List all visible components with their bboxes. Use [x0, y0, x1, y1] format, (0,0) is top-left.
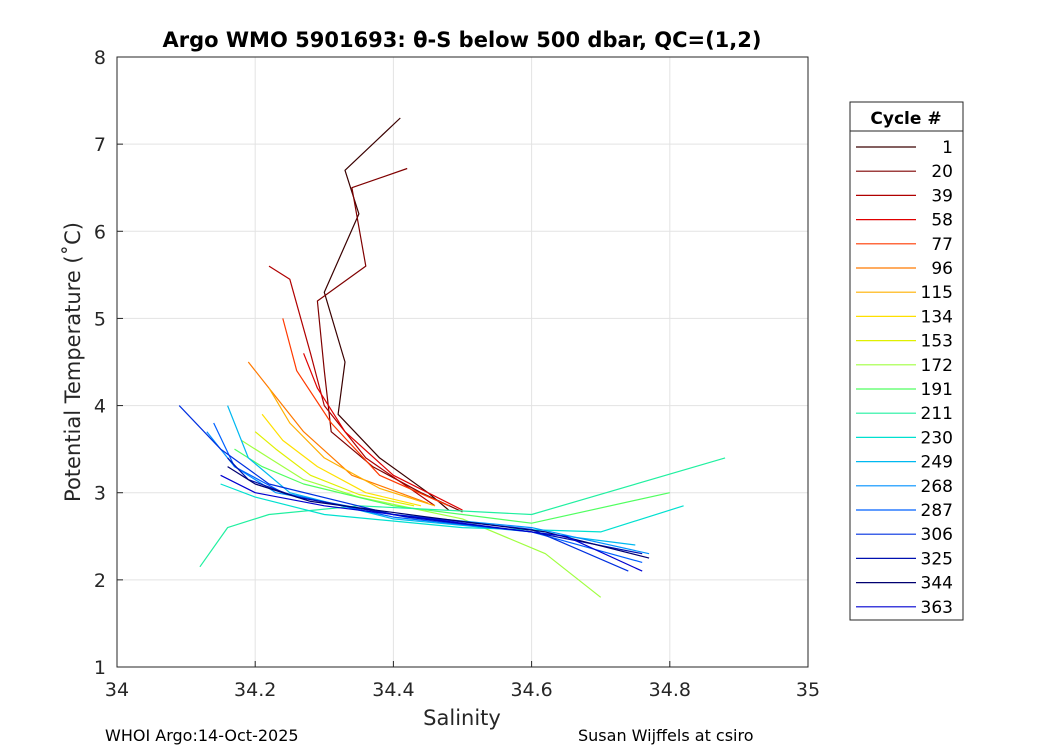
series-line-cycle-96	[247, 361, 429, 504]
y-tick-label: 5	[94, 308, 106, 330]
y-tick-label: 7	[94, 134, 106, 156]
y-tick-label: 2	[94, 570, 106, 592]
legend-label-249: 249	[921, 453, 953, 473]
legend-label-287: 287	[921, 501, 953, 521]
legend-label-172: 172	[921, 356, 953, 376]
axes-box	[116, 56, 809, 668]
y-tick-label: 4	[94, 396, 106, 418]
legend-label-230: 230	[921, 428, 953, 448]
series-group	[178, 117, 726, 598]
footer-left: WHOI Argo:14-Oct-2025	[105, 726, 299, 745]
legend-label-1: 1	[942, 138, 953, 158]
x-axis-ticks: 34 34.2 34.4 34.6 34.8 35	[105, 661, 820, 701]
x-tick-label: 34.4	[372, 679, 414, 701]
legend-label-58: 58	[931, 211, 953, 231]
x-tick-label: 34.8	[649, 679, 691, 701]
legend-label-39: 39	[931, 186, 953, 206]
series-line-cycle-134	[261, 413, 422, 507]
legend-label-115: 115	[921, 283, 953, 303]
y-tick-label: 6	[94, 221, 106, 243]
series-line-cycle-306	[178, 405, 629, 572]
series-line-cycle-77	[282, 318, 449, 507]
axes-background	[117, 57, 808, 667]
legend-label-134: 134	[921, 307, 953, 327]
legend: Cycle # 1 20 39 58 77 96 115 134 153 172 191 211 230…	[849, 101, 964, 621]
series-line-cycle-211	[199, 457, 726, 568]
chart-title: Argo WMO 5901693: θ-S below 500 dbar, QC…	[163, 28, 762, 52]
legend-items: 1 20 39 58 77 96 115 134 153 172 191 211 230 249 268 28…	[856, 138, 953, 618]
y-axis-ticks: 1 2 3 4 5 6 7 8	[94, 47, 123, 679]
x-tick-label: 34.2	[234, 679, 276, 701]
y-axis-label: Potential Temperature (˚C)	[61, 222, 85, 502]
legend-label-77: 77	[931, 235, 953, 255]
legend-label-20: 20	[931, 162, 953, 182]
x-tick-label: 35	[796, 679, 820, 701]
series-line-cycle-20	[316, 167, 463, 513]
x-tick-label: 34.6	[510, 679, 552, 701]
series-line-cycle-39	[268, 265, 436, 507]
legend-label-153: 153	[921, 332, 953, 352]
legend-label-363: 363	[921, 598, 953, 618]
legend-label-344: 344	[921, 574, 953, 594]
series-line-cycle-58	[303, 353, 463, 511]
legend-title: Cycle #	[870, 109, 941, 129]
x-axis-label: Salinity	[423, 706, 501, 730]
series-line-cycle-153	[254, 431, 415, 507]
legend-label-96: 96	[931, 259, 953, 279]
legend-label-191: 191	[921, 380, 953, 400]
y-tick-label: 1	[94, 657, 106, 679]
legend-label-325: 325	[921, 549, 953, 569]
footer-right: Susan Wijffels at csiro	[578, 726, 754, 745]
legend-label-211: 211	[921, 404, 953, 424]
series-line-cycle-191	[234, 448, 670, 524]
legend-label-268: 268	[921, 477, 953, 497]
series-line-cycle-363	[220, 474, 643, 572]
y-tick-label: 8	[94, 47, 106, 69]
series-line-cycle-115	[268, 387, 436, 507]
y-tick-label: 3	[94, 483, 106, 505]
series-line-cycle-1	[323, 117, 450, 511]
x-tick-label: 34	[105, 679, 129, 701]
legend-label-306: 306	[921, 525, 953, 545]
series-line-cycle-230	[220, 483, 684, 533]
